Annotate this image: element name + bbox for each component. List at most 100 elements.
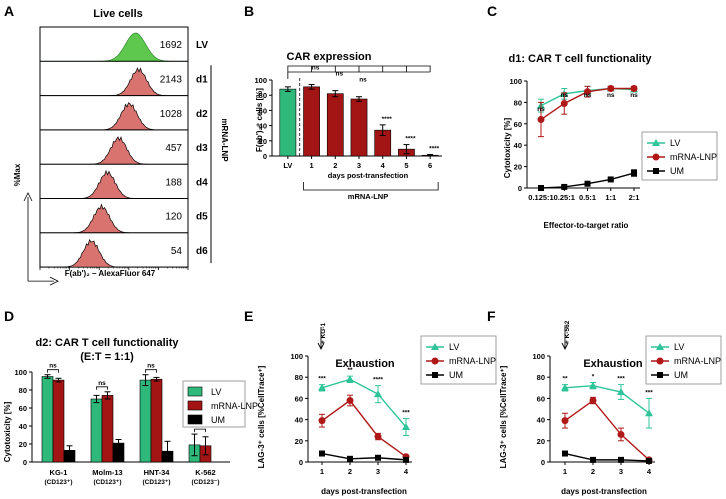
panel-f-y-tick-label: 60 [537,394,545,403]
panel-f-series-line-mRNA-LNP [564,399,650,461]
panel-d-legend-swatch [187,386,203,397]
panel-label-a: A [4,3,14,19]
panel-c-point-mRNA-LNP [584,88,591,96]
panel-a-mfi-value: 188 [165,177,182,188]
panel-d-x-tick-label: K-562 [195,468,215,477]
panel-b-significance: ns [312,65,320,72]
panel-c-ylabel: Cytotoxicity [%] [503,117,512,178]
panel-a-mfi-value: 457 [165,143,182,154]
panel-f-y-tick-label: 80 [537,373,545,382]
panel-f-significance: * [592,374,595,381]
panel-b-significance: ns [335,71,343,78]
panel-f-legend-marker [657,372,663,378]
panel-f-xlabel: days post-transfection [561,487,647,496]
panel-a-sample-label: d2 [196,109,208,120]
panel-f-legend-label: LV [674,342,684,352]
panel-e-title: Exhaustion [335,358,395,370]
panel-e-legend-marker [432,372,438,378]
panel-f-significance: ** [562,376,568,383]
panel-e-series-line-UM [321,452,407,461]
panel-e-ylabel: LAG-3⁺ cells [%CellTrace⁺] [257,365,266,468]
panel-b-bar-2 [326,93,344,157]
panel-e-x-tick-label: 4 [404,467,409,476]
panel-c-y-tick-label: 100 [509,77,522,86]
panel-d-x-subtick-label: (CD123⁻) [192,479,220,486]
panel-f-x-tick-label: 4 [647,467,652,476]
panel-d-significance: ns [147,363,155,370]
panel-c-title: d1: CAR T cell functionality [508,53,652,65]
panel-c-x-tick-label: 1:1 [605,193,616,202]
panel-a-sample-label: d6 [196,246,208,257]
panel-b-significance: **** [405,136,416,143]
panel-e-series-line-mRNA-LNP [321,399,407,458]
panel-a-histograms: Live cells %Max mRNA-LNP F(ab')₂ – Alexa… [13,8,229,286]
panel-b-y-tick-label: 0 [263,152,267,161]
panel-d-x-tick-label: KG-1 [50,468,68,477]
panel-label-e: E [244,308,253,324]
panel-c-significance: ns [630,92,638,99]
panel-label-d: D [4,308,14,324]
panel-f-ylabel: LAG-3⁺ cells [%CellTrace⁺] [499,365,508,468]
panel-f-y-tick-label: 100 [532,352,545,361]
panel-a-sample-label: LV [196,40,208,51]
panel-f-point-LV [645,409,653,417]
panel-e-series-line-LV [321,378,407,428]
panel-b-x-tick-label: 3 [357,161,361,170]
panel-b-ylabel: F(ab')₂⁺ cells [%] [255,88,264,152]
panel-e-point-LV [318,383,326,391]
panel-b-group-label: mRNA-LNP [348,192,388,201]
panel-c-y-tick-label: 20 [514,163,522,172]
panel-e-point-LV [374,390,382,398]
panel-a-title: Live cells [93,8,143,20]
panel-e-y-tick-label: 40 [295,416,303,425]
panel-c-significance: ns [607,92,615,99]
panel-e-legend-marker [431,343,439,350]
panel-b-title: CAR expression [287,51,372,63]
panel-f-point-UM [590,456,596,463]
panel-a-sample-label: d3 [196,143,208,154]
panel-c-significance: ns [537,106,545,113]
panel-c-x-tick-label: 0.5:1 [579,193,596,202]
panel-e-treatment-label: + KG-1 [320,322,327,344]
panel-d-legend-label: mRNA-LNP [211,401,258,411]
panel-f-point-UM [562,450,568,457]
panel-e-y-tick-label: 0 [299,458,303,467]
panel-d-significance: ns [98,380,106,387]
panel-e-line-chart: Exhaustion LAG-3⁺ cells [%CellTrace⁺] da… [257,322,497,496]
panel-d-title: d2: CAR T cell functionality [35,337,179,349]
panel-c-x-tick-label: 0.25:1 [554,193,575,202]
panel-d-legend-label: LV [211,387,221,397]
panel-d-y-tick-label: 20 [19,440,27,449]
panel-f-treatment-label: + K-562 [564,320,571,344]
panel-d-bar-LV [41,376,54,463]
panel-d-x-subtick-label: (CD123⁺) [94,479,122,486]
panel-c-point-UM [561,183,568,190]
panel-a-group-label: mRNA-LNP [220,118,229,162]
panel-d-significance-bracket [145,369,157,373]
panel-b-y-tick-label: 80 [259,91,267,100]
panel-c-point-mRNA-LNP [537,116,545,124]
panel-b-xlabel: days post-transfection [328,171,409,180]
panel-e-significance: **** [373,377,384,384]
panel-c-legend-label: mRNA-LNP [670,152,717,162]
panel-c-point-UM [584,180,591,187]
panel-f-point-mRNA-LNP [589,397,597,405]
panel-f-significance: *** [617,376,625,383]
panel-e-significance: *** [318,376,326,383]
panel-d-legend-label: UM [211,415,225,425]
panel-e-y-tick-label: 100 [290,352,303,361]
panel-d-bar-LV [90,398,103,463]
panel-c-xlabel: Effector-to-target ratio [544,221,629,230]
panel-e-point-mRNA-LNP [318,417,326,425]
panel-e-significance: ** [347,367,353,374]
panel-b-bar-3 [350,98,368,157]
panel-c-y-tick-label: 80 [514,98,522,107]
panel-c-point-UM [607,176,614,183]
panel-a-x-arrow [28,276,59,286]
panel-e-point-UM [375,454,381,461]
panel-f-legend-marker [656,343,664,350]
panel-e-legend-label: mRNA-LNP [449,356,496,366]
panel-e-point-mRNA-LNP [346,397,354,405]
panel-d-significance: ns [49,363,57,370]
panel-d-ylabel: Cytotoxicity [%] [3,401,12,462]
